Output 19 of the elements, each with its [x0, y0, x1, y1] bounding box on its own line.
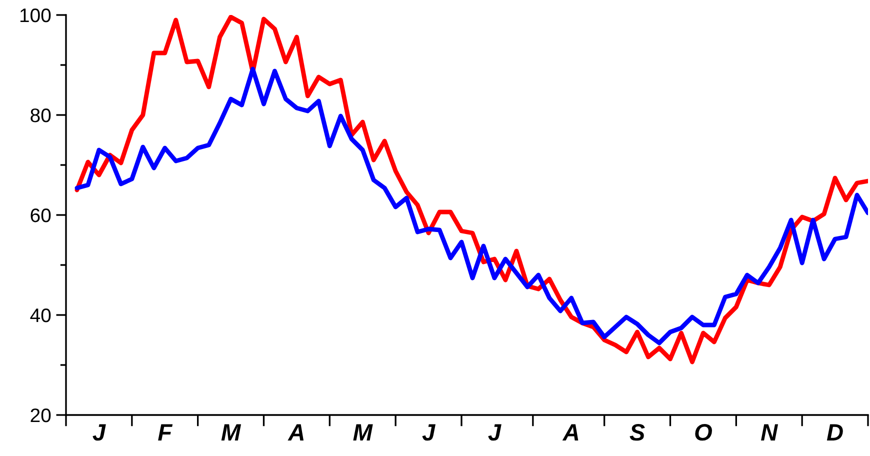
- x-tick-label: A: [288, 424, 304, 440]
- y-tick-label: 20: [30, 408, 51, 422]
- x-tick-label: S: [630, 424, 645, 441]
- x-tick-label: D: [826, 424, 843, 440]
- line-series: [74, 66, 868, 346]
- y-tick-label: 60: [30, 208, 51, 222]
- x-tick-label: O: [695, 424, 712, 441]
- y-tick-label: 100: [20, 8, 51, 22]
- x-tick-label: N: [761, 424, 778, 440]
- x-tick-label: F: [158, 424, 173, 440]
- y-tick-label: 40: [30, 308, 51, 322]
- x-tick-label: J: [488, 424, 502, 441]
- x-tick-label: J: [92, 424, 106, 441]
- x-tick-label: M: [353, 424, 373, 440]
- x-tick-label: J: [422, 424, 436, 441]
- x-tick-label: M: [221, 424, 242, 440]
- x-tick-label: A: [562, 424, 578, 440]
- line-series: [74, 15, 868, 364]
- y-tick-label: 80: [30, 108, 51, 122]
